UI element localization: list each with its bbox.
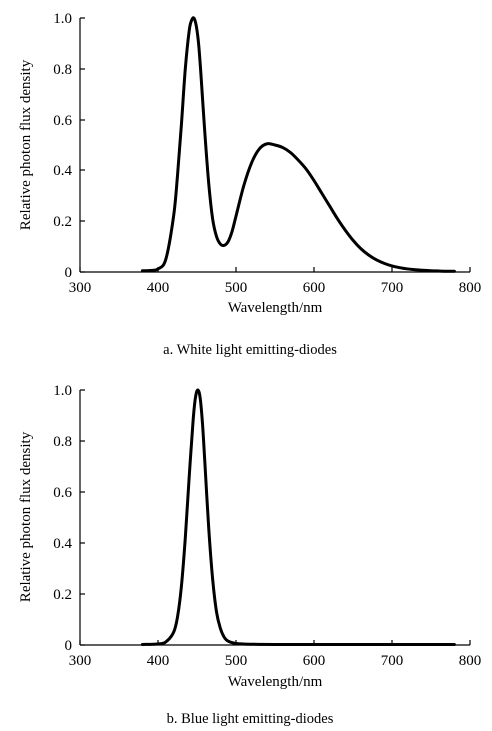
- panel-a-y-tick-label: 0.6: [53, 113, 72, 129]
- panel-b-y-tick-label: 0: [65, 638, 73, 654]
- panel-a-x-tick-label: 700: [381, 280, 404, 296]
- panel-b-x-tick-label: 400: [147, 653, 170, 669]
- panel-b: 300 400 500 600 700 800 0 0.2 0.4 0.6 0.…: [18, 383, 481, 727]
- panel-a-x-ticks: 300 400 500 600 700 800: [69, 267, 482, 296]
- panel-b-x-axis-title: Wavelength/nm: [228, 674, 323, 690]
- panel-a-x-tick-label: 400: [147, 280, 170, 296]
- panel-a-y-tick-label: 1.0: [53, 11, 72, 27]
- panel-a: 300 400 500 600 700 800 0 0.2 0.4 0.6 0.…: [18, 11, 481, 358]
- panel-a-y-tick-label: 0.2: [53, 214, 72, 230]
- panel-a-x-tick-label: 800: [459, 280, 482, 296]
- panel-a-y-tick-label: 0.4: [53, 163, 72, 179]
- panel-b-y-ticks: 0 0.2 0.4 0.6 0.8 1.0: [53, 383, 85, 654]
- panel-a-x-tick-label: 300: [69, 280, 92, 296]
- panel-b-x-tick-label: 700: [381, 653, 404, 669]
- panel-b-y-axis-title: Relative photon flux density: [18, 431, 34, 602]
- panel-a-series-line: [140, 16, 456, 273]
- panel-b-x-tick-label: 600: [303, 653, 326, 669]
- panel-b-caption: b. Blue light emitting-diodes: [167, 711, 334, 727]
- panel-a-x-tick-label: 600: [303, 280, 326, 296]
- panel-a-y-axis-title: Relative photon flux density: [18, 59, 34, 230]
- panel-a-y-ticks: 0 0.2 0.4 0.6 0.8 1.0: [53, 11, 85, 281]
- panel-b-y-tick-label: 0.2: [53, 587, 72, 603]
- panel-b-y-tick-label: 0.8: [53, 434, 72, 450]
- panel-a-y-tick-label: 0.8: [53, 62, 72, 78]
- panel-b-x-tick-label: 500: [225, 653, 248, 669]
- panel-b-y-tick-label: 1.0: [53, 383, 72, 399]
- panel-b-x-tick-label: 800: [459, 653, 482, 669]
- panel-a-caption: a. White light emitting-diodes: [163, 342, 337, 358]
- panel-b-series-line: [140, 388, 456, 647]
- panel-a-y-tick-label: 0: [65, 265, 73, 281]
- panel-b-y-tick-label: 0.4: [53, 536, 72, 552]
- panel-b-y-tick-label: 0.6: [53, 485, 72, 501]
- panel-b-x-tick-label: 300: [69, 653, 92, 669]
- panel-a-x-tick-label: 500: [225, 280, 248, 296]
- panel-a-x-axis-title: Wavelength/nm: [228, 300, 323, 316]
- panel-b-x-ticks: 300 400 500 600 700 800: [69, 640, 482, 669]
